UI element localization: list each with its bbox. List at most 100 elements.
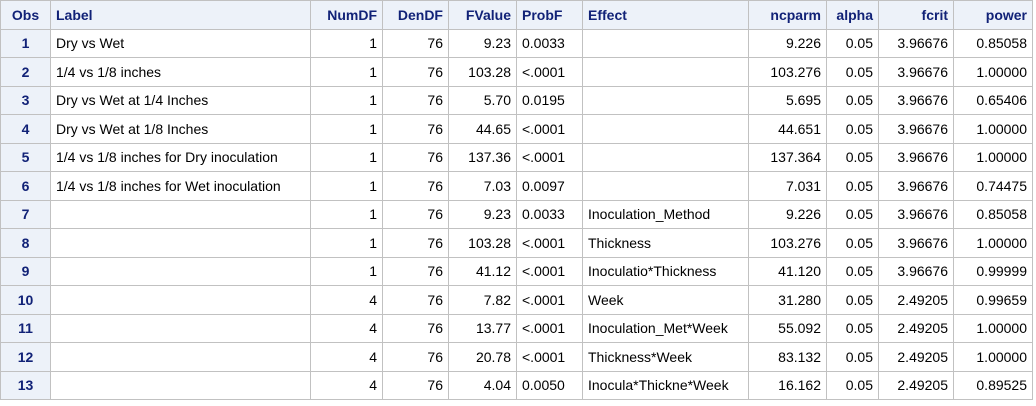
cell-fcrit: 3.96676 — [878, 85, 954, 115]
cell-numdf: 4 — [310, 370, 383, 400]
cell-obs: 5 — [0, 142, 51, 172]
cell-numdf: 1 — [310, 199, 383, 229]
cell-effect: Thickness*Week — [582, 342, 749, 372]
cell-obs: 4 — [0, 114, 51, 144]
cell-label: Dry vs Wet at 1/8 Inches — [50, 114, 311, 144]
cell-power: 1.00000 — [953, 142, 1033, 172]
header-alpha: alpha — [826, 0, 879, 30]
cell-label — [50, 285, 311, 315]
cell-fvalue: 103.28 — [448, 57, 517, 87]
cell-label — [50, 313, 311, 343]
header-numdf: NumDF — [310, 0, 383, 30]
cell-fcrit: 3.96676 — [878, 57, 954, 87]
table-row: 12 4 76 20.78 <.0001 Thickness*Week 83.132 0.05… — [0, 342, 1033, 372]
cell-dendf: 76 — [382, 342, 449, 372]
cell-probf: <.0001 — [516, 57, 583, 87]
cell-effect: Inoculatio*Thickness — [582, 256, 749, 286]
cell-label: Dry vs Wet — [50, 28, 311, 58]
cell-dendf: 76 — [382, 171, 449, 201]
cell-alpha: 0.05 — [826, 142, 879, 172]
cell-dendf: 76 — [382, 85, 449, 115]
cell-probf: 0.0033 — [516, 199, 583, 229]
cell-obs: 6 — [0, 171, 51, 201]
cell-power: 0.99999 — [953, 256, 1033, 286]
header-label: Label — [50, 0, 311, 30]
cell-power: 0.74475 — [953, 171, 1033, 201]
cell-ncparm: 44.651 — [748, 114, 827, 144]
cell-effect: Week — [582, 285, 749, 315]
cell-label: 1/4 vs 1/8 inches — [50, 57, 311, 87]
cell-obs: 11 — [0, 313, 51, 343]
cell-alpha: 0.05 — [826, 199, 879, 229]
table-row: 8 1 76 103.28 <.0001 Thickness 103.276 0.05 3.96… — [0, 228, 1033, 258]
header-obs: Obs — [0, 0, 51, 30]
cell-numdf: 1 — [310, 171, 383, 201]
cell-alpha: 0.05 — [826, 342, 879, 372]
cell-alpha: 0.05 — [826, 313, 879, 343]
table-row: 6 1/4 vs 1/8 inches for Wet inoculation 1 7… — [0, 171, 1033, 201]
header-power: power — [953, 0, 1033, 30]
cell-label — [50, 256, 311, 286]
cell-fcrit: 3.96676 — [878, 256, 954, 286]
header-ncparm: ncparm — [748, 0, 827, 30]
cell-probf: <.0001 — [516, 342, 583, 372]
table-row: 13 4 76 4.04 0.0050 Inocula*Thickne*Week 16.16… — [0, 370, 1033, 400]
cell-fvalue: 103.28 — [448, 228, 517, 258]
cell-ncparm: 5.695 — [748, 85, 827, 115]
cell-ncparm: 41.120 — [748, 256, 827, 286]
cell-alpha: 0.05 — [826, 171, 879, 201]
header-dendf: DenDF — [382, 0, 449, 30]
cell-fcrit: 2.49205 — [878, 285, 954, 315]
cell-probf: 0.0033 — [516, 28, 583, 58]
cell-fcrit: 2.49205 — [878, 342, 954, 372]
cell-alpha: 0.05 — [826, 28, 879, 58]
cell-power: 1.00000 — [953, 313, 1033, 343]
cell-fcrit: 3.96676 — [878, 171, 954, 201]
table-row: 10 4 76 7.82 <.0001 Week 31.280 0.05 2.49205 0.99… — [0, 285, 1033, 315]
cell-fvalue: 13.77 — [448, 313, 517, 343]
cell-ncparm: 83.132 — [748, 342, 827, 372]
cell-label — [50, 342, 311, 372]
cell-probf: <.0001 — [516, 313, 583, 343]
cell-obs: 13 — [0, 370, 51, 400]
table-row: 2 1/4 vs 1/8 inches 1 76 103.28 <.0001 103.276… — [0, 57, 1033, 87]
cell-alpha: 0.05 — [826, 57, 879, 87]
cell-effect — [582, 114, 749, 144]
cell-power: 0.99659 — [953, 285, 1033, 315]
cell-fcrit: 3.96676 — [878, 199, 954, 229]
cell-probf: <.0001 — [516, 142, 583, 172]
cell-fcrit: 3.96676 — [878, 228, 954, 258]
cell-alpha: 0.05 — [826, 114, 879, 144]
header-probf: ProbF — [516, 0, 583, 30]
table-row: 4 Dry vs Wet at 1/8 Inches 1 76 44.65 <.0001 4… — [0, 114, 1033, 144]
cell-fvalue: 137.36 — [448, 142, 517, 172]
cell-ncparm: 55.092 — [748, 313, 827, 343]
cell-fvalue: 7.03 — [448, 171, 517, 201]
cell-effect — [582, 171, 749, 201]
cell-power: 1.00000 — [953, 57, 1033, 87]
cell-fvalue: 9.23 — [448, 28, 517, 58]
header-effect: Effect — [582, 0, 749, 30]
cell-dendf: 76 — [382, 142, 449, 172]
cell-alpha: 0.05 — [826, 228, 879, 258]
cell-ncparm: 16.162 — [748, 370, 827, 400]
cell-numdf: 1 — [310, 85, 383, 115]
cell-numdf: 4 — [310, 313, 383, 343]
cell-power: 1.00000 — [953, 114, 1033, 144]
cell-power: 1.00000 — [953, 342, 1033, 372]
cell-alpha: 0.05 — [826, 256, 879, 286]
cell-label: 1/4 vs 1/8 inches for Dry inoculation — [50, 142, 311, 172]
cell-alpha: 0.05 — [826, 85, 879, 115]
cell-numdf: 4 — [310, 285, 383, 315]
cell-power: 0.85058 — [953, 28, 1033, 58]
cell-ncparm: 9.226 — [748, 28, 827, 58]
cell-power: 0.85058 — [953, 199, 1033, 229]
table-body: 1 Dry vs Wet 1 76 9.23 0.0033 9.226 0.05 3.96676… — [0, 28, 1033, 400]
cell-fvalue: 41.12 — [448, 256, 517, 286]
cell-dendf: 76 — [382, 313, 449, 343]
cell-label — [50, 199, 311, 229]
cell-label: 1/4 vs 1/8 inches for Wet inoculation — [50, 171, 311, 201]
cell-fcrit: 2.49205 — [878, 313, 954, 343]
cell-effect — [582, 57, 749, 87]
